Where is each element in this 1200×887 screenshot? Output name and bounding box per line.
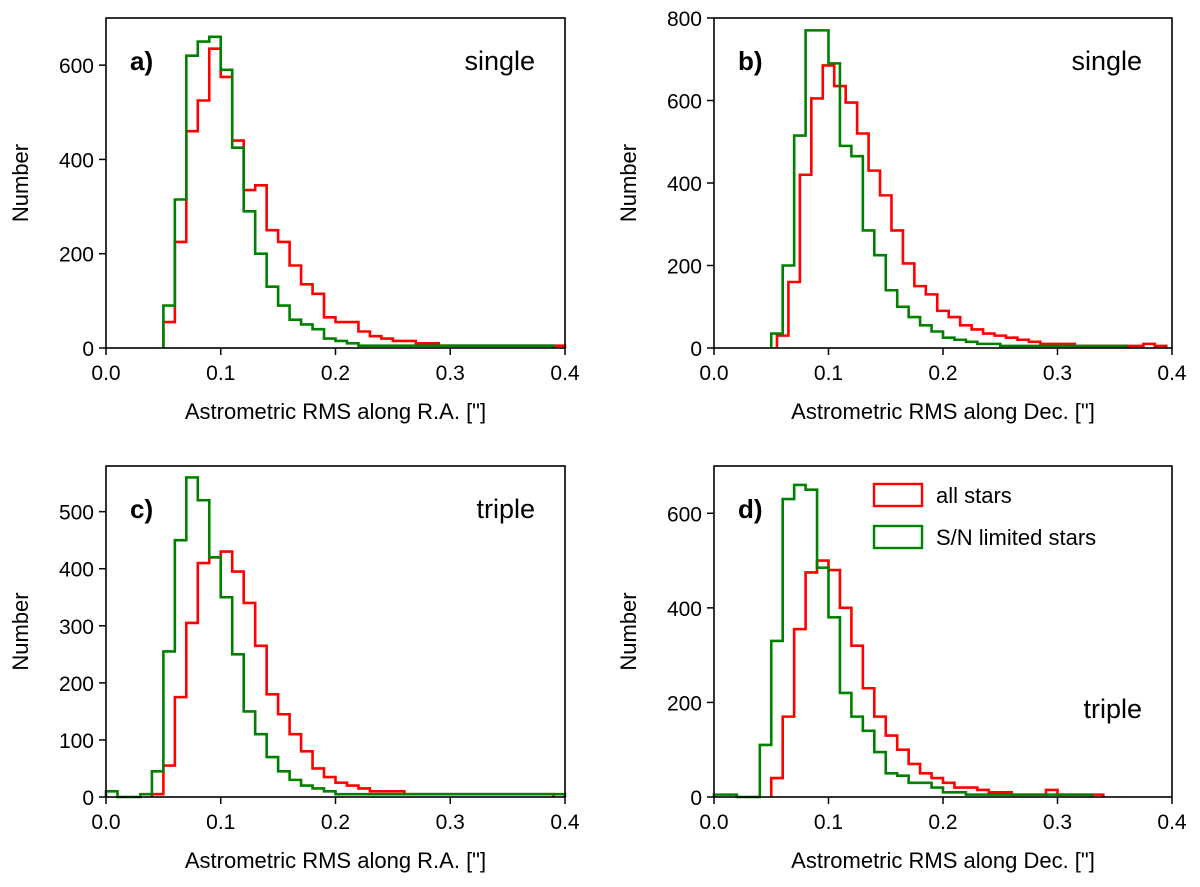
- y-tick-label: 400: [59, 149, 94, 172]
- legend-swatch-sn-limited: [872, 524, 924, 550]
- x-tick-label: 0.3: [1043, 811, 1072, 834]
- x-tick-label: 0.2: [928, 811, 957, 834]
- histogram-sn-limited-d: [712, 483, 1094, 799]
- panel-label: a): [130, 46, 153, 76]
- histogram-all-stars-a: [162, 47, 567, 348]
- sample-annotation: triple: [476, 494, 535, 524]
- y-tick-label: 200: [59, 673, 94, 696]
- x-tick-label: 0.3: [436, 362, 465, 385]
- x-axis-label: Astrometric RMS along R.A. ["]: [185, 399, 486, 424]
- y-tick-label: 0: [82, 338, 94, 361]
- x-tick-label: 0.1: [814, 362, 843, 385]
- y-tick-label: 0: [82, 787, 94, 810]
- y-tick-label: 200: [667, 692, 702, 715]
- panel-a: 0.0 0.1 0.2 0.3 0.4 0 200 400 600 Astrometric RMS…: [8, 17, 580, 424]
- x-axis-label: Astrometric RMS along Dec. ["]: [791, 399, 1095, 424]
- y-axis-label: Number: [616, 144, 641, 222]
- y-axis-label: Number: [8, 592, 33, 670]
- sample-annotation: triple: [1083, 694, 1142, 724]
- y-tick-label: 400: [667, 598, 702, 621]
- x-tick-label: 0.3: [1043, 362, 1072, 385]
- y-tick-label: 200: [59, 244, 94, 267]
- y-tick-label: 500: [59, 502, 94, 525]
- x-tick-label: 0.4: [550, 811, 580, 834]
- x-tick-label: 0.1: [206, 362, 235, 385]
- y-axis-label: Number: [616, 592, 641, 670]
- histogram-all-stars-d: [769, 559, 1105, 797]
- y-tick-label: 100: [59, 730, 94, 753]
- y-tick-label: 600: [667, 503, 702, 526]
- y-tick-label: 600: [59, 55, 94, 78]
- x-tick-label: 0.2: [928, 362, 957, 385]
- legend-label-all-stars: all stars: [936, 483, 1012, 508]
- y-axis-label: Number: [8, 144, 33, 222]
- panel-c: 0.0 0.1 0.2 0.3 0.4 0 100 200 300 400 500 Astrometr…: [8, 465, 580, 873]
- y-tick-label: 200: [667, 256, 702, 279]
- y-tick-label: 0: [690, 338, 702, 361]
- x-tick-label: 0.2: [321, 811, 350, 834]
- panel-label: c): [130, 494, 153, 524]
- y-tick-label: 600: [667, 91, 702, 114]
- x-axis-label: Astrometric RMS along Dec. ["]: [791, 848, 1095, 873]
- panel-label: b): [738, 46, 763, 76]
- x-tick-label: 0.3: [436, 811, 465, 834]
- histogram-sn-limited-a: [162, 35, 555, 348]
- x-tick-label: 0.0: [91, 362, 120, 385]
- y-tick-label: 0: [690, 787, 702, 810]
- panel-label: d): [738, 494, 763, 524]
- x-tick-label: 0.0: [699, 811, 728, 834]
- x-tick-label: 0.1: [814, 811, 843, 834]
- legend-swatch-all-stars: [872, 482, 924, 508]
- histogram-sn-limited-c: [104, 476, 567, 799]
- panel-b: 0.0 0.1 0.2 0.3 0.4 0 200 400 600 800 Astrometric …: [616, 8, 1187, 424]
- panel-d: 0.0 0.1 0.2 0.3 0.4 0 200 400 600 Astrometric RMS…: [616, 465, 1187, 873]
- y-tick-label: 400: [667, 173, 702, 196]
- x-tick-label: 0.0: [699, 362, 728, 385]
- histogram-all-stars-c: [150, 550, 555, 797]
- x-tick-label: 0.2: [321, 362, 350, 385]
- legend-label-sn-limited: S/N limited stars: [936, 525, 1096, 550]
- x-tick-label: 0.4: [1157, 362, 1187, 385]
- sample-annotation: single: [1071, 46, 1142, 76]
- x-tick-label: 0.1: [206, 811, 235, 834]
- x-tick-label: 0.0: [91, 811, 120, 834]
- legend: all stars S/N limited stars: [872, 482, 1096, 550]
- y-tick-label: 400: [59, 559, 94, 582]
- x-tick-label: 0.4: [550, 362, 580, 385]
- histogram-sn-limited-b: [769, 29, 1128, 348]
- sample-annotation: single: [464, 46, 535, 76]
- x-tick-label: 0.4: [1157, 811, 1187, 834]
- x-axis-label: Astrometric RMS along R.A. ["]: [185, 848, 486, 873]
- y-tick-label: 800: [667, 8, 702, 31]
- histogram-all-stars-b: [775, 64, 1168, 348]
- y-tick-label: 300: [59, 616, 94, 639]
